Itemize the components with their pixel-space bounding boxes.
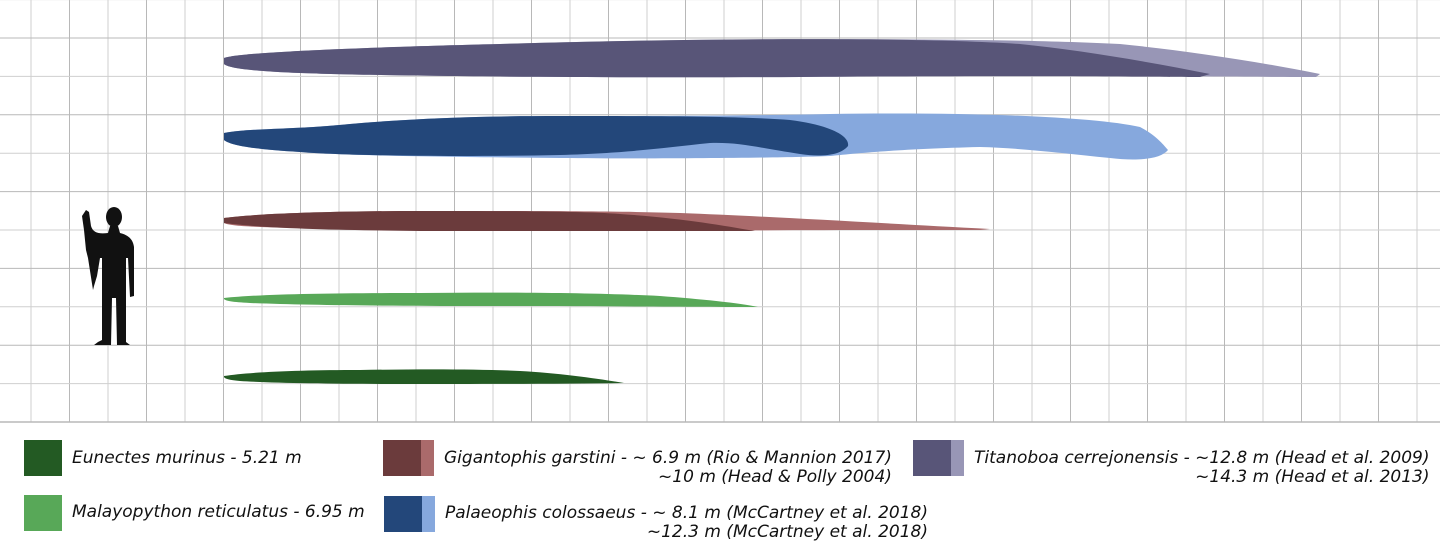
- gigantophis-min-color: [383, 440, 421, 476]
- malayopython-color: [24, 495, 62, 531]
- gigantophis-label-line2: ~10 m (Head & Polly 2004): [658, 467, 892, 487]
- legend-swatch-palaeophis: [384, 496, 435, 532]
- titanoboa-max-color: [951, 440, 964, 476]
- legend-swatch-titanoboa: [913, 440, 964, 476]
- legend-label-eunectes: Eunectes murinus - 5.21 m: [72, 449, 302, 468]
- malayopython-label: Malayopython reticulatus - 6.95 m: [72, 502, 365, 522]
- legend-swatch-eunectes: [24, 440, 62, 476]
- gigantophis-label-line1: Gigantophis garstini - ~ 6.9 m (Rio & Ma…: [444, 448, 892, 468]
- palaeophis-min-silhouette: [224, 116, 849, 156]
- legend-label-palaeophis: Palaeophis colossaeus - ~ 8.1 m (McCartn…: [445, 504, 928, 542]
- gigantophis-min-silhouette: [224, 211, 755, 231]
- palaeophis-min-color: [384, 496, 422, 532]
- eunectes-silhouette: [224, 369, 624, 384]
- eunectes-color: [24, 440, 62, 476]
- legend-swatch-gigantophis: [383, 440, 434, 476]
- palaeophis-label-line1: Palaeophis colossaeus - ~ 8.1 m (McCartn…: [445, 503, 928, 523]
- eunectes-label: Eunectes murinus - 5.21 m: [72, 448, 302, 468]
- gigantophis-max-color: [421, 440, 434, 476]
- palaeophis-max-color: [422, 496, 435, 532]
- human-body: [82, 210, 134, 345]
- legend-label-malayopython: Malayopython reticulatus - 6.95 m: [72, 503, 365, 522]
- legend-swatch-malayopython: [24, 495, 62, 531]
- legend-label-titanoboa: Titanoboa cerrejonensis - ~12.8 m (Head …: [974, 449, 1429, 487]
- titanoboa-min-silhouette: [224, 39, 1210, 78]
- human-head: [106, 207, 122, 227]
- palaeophis-label-line2: ~12.3 m (McCartney et al. 2018): [646, 522, 928, 542]
- human-silhouette: [82, 207, 134, 345]
- titanoboa-min-color: [913, 440, 951, 476]
- legend-label-gigantophis: Gigantophis garstini - ~ 6.9 m (Rio & Ma…: [444, 449, 892, 487]
- titanoboa-label-line1: Titanoboa cerrejonensis - ~12.8 m (Head …: [974, 448, 1430, 468]
- malayopython-silhouette: [224, 292, 758, 307]
- titanoboa-label-line2: ~14.3 m (Head et al. 2013): [1195, 467, 1430, 487]
